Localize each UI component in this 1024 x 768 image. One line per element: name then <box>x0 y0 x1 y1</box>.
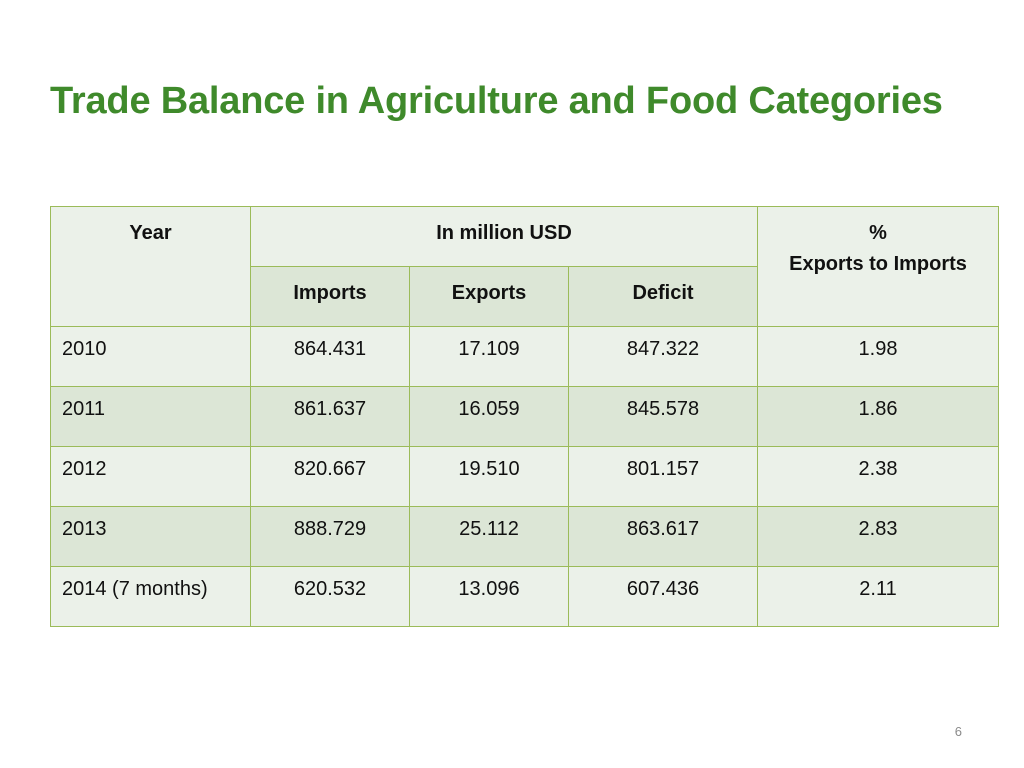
million-usd-header: In million USD <box>249 206 759 267</box>
table-subheader-row: Imports Exports Deficit <box>51 266 999 327</box>
year-header: Year <box>50 206 251 327</box>
pct-cell: 1.86 <box>757 386 1000 447</box>
table-row: 2011 861.637 16.059 845.578 1.86 <box>50 386 1000 447</box>
deficit-cell: 607.436 <box>567 566 759 627</box>
table-header-row: Year In million USD % Exports to Imports <box>50 206 1000 327</box>
pct-exports-to-imports-header: % Exports to Imports <box>757 206 1000 327</box>
imports-cell: 861.637 <box>250 386 410 447</box>
imports-cell: 888.729 <box>250 506 410 567</box>
exports-cell: 16.059 <box>409 386 569 447</box>
table-row: 2010 864.431 17.109 847.322 1.98 <box>50 326 1000 387</box>
deficit-cell: 863.617 <box>567 506 759 567</box>
imports-header: Imports <box>250 266 410 327</box>
slide-title: Trade Balance in Agriculture and Food Ca… <box>50 80 943 122</box>
exports-cell: 17.109 <box>409 326 569 387</box>
year-cell: 2014 (7 months) <box>50 566 251 627</box>
pct-cell: 2.83 <box>757 506 1000 567</box>
table-row: 2012 820.667 19.510 801.157 2.38 <box>50 446 1000 507</box>
trade-balance-table: Year In million USD % Exports to Imports… <box>50 206 1000 627</box>
deficit-cell: 845.578 <box>567 386 759 447</box>
table-row: 2013 888.729 25.112 863.617 2.83 <box>50 506 1000 567</box>
exports-cell: 25.112 <box>409 506 569 567</box>
year-cell: 2012 <box>50 446 251 507</box>
deficit-cell: 801.157 <box>567 446 759 507</box>
pct-cell: 2.38 <box>757 446 1000 507</box>
imports-cell: 620.532 <box>250 566 410 627</box>
year-cell: 2011 <box>50 386 251 447</box>
page-number: 6 <box>954 724 962 739</box>
exports-cell: 13.096 <box>409 566 569 627</box>
pct-header-label: Exports to Imports <box>789 253 967 275</box>
imports-cell: 820.667 <box>250 446 410 507</box>
pct-cell: 2.11 <box>757 566 1000 627</box>
table-row: 2014 (7 months) 620.532 13.096 607.436 2… <box>50 566 1000 627</box>
year-cell: 2010 <box>50 326 251 387</box>
imports-cell: 864.431 <box>250 326 410 387</box>
exports-cell: 19.510 <box>409 446 569 507</box>
pct-symbol: % <box>869 222 887 244</box>
deficit-cell: 847.322 <box>567 326 759 387</box>
deficit-header: Deficit <box>567 266 759 327</box>
year-cell: 2013 <box>50 506 251 567</box>
exports-header: Exports <box>409 266 569 327</box>
pct-cell: 1.98 <box>757 326 1000 387</box>
